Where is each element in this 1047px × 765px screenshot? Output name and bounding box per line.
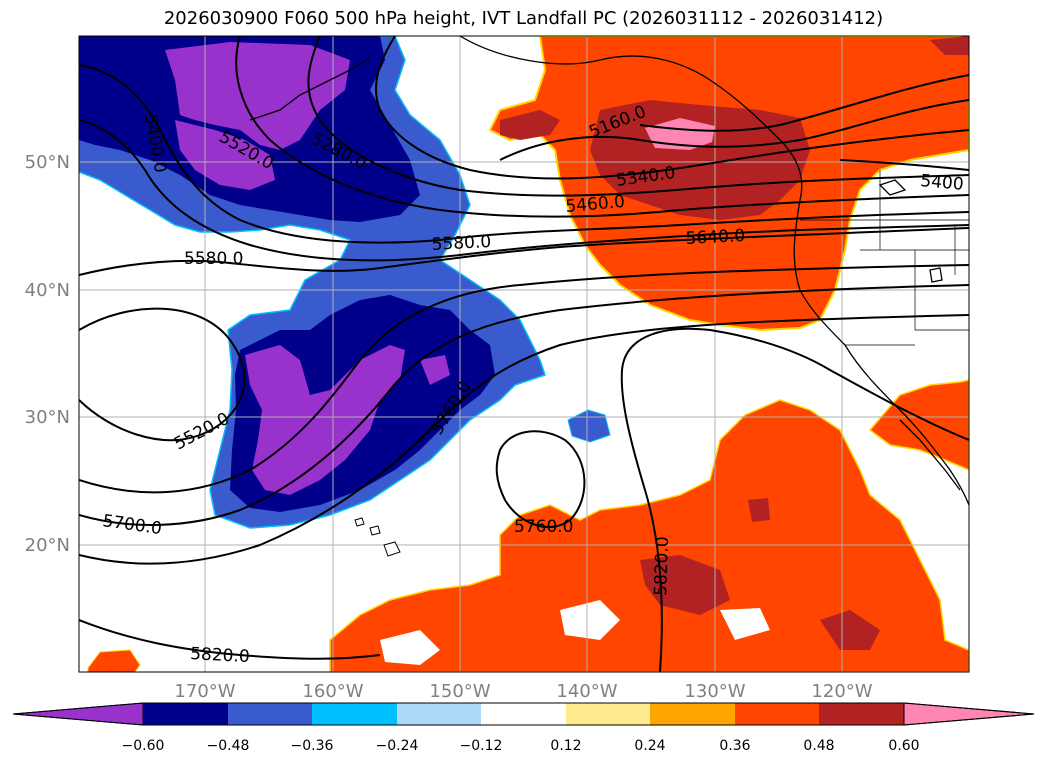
colorbar-tick-label: −0.60	[122, 738, 165, 754]
colorbar-swatch	[481, 703, 566, 725]
lon-label: 140°W	[556, 681, 617, 702]
height-contours	[79, 36, 969, 672]
contour-label: 5760.0	[514, 517, 573, 537]
colorbar-swatch	[735, 703, 819, 725]
colorbar-swatch	[397, 703, 481, 725]
colorbar-swatch	[650, 703, 735, 725]
lon-label: 120°W	[811, 681, 872, 702]
colorbar-tick-label: −0.24	[376, 738, 419, 754]
colorbar-min-extension	[12, 702, 144, 726]
colorbar-swatch	[312, 703, 397, 725]
latitude-labels: 50°N 40°N 30°N 20°N	[25, 152, 70, 556]
positive-anomaly-northeast	[488, 36, 969, 332]
colorbar-tick-label: 0.36	[719, 738, 750, 754]
plot-frame	[78, 35, 970, 673]
colorbar-tick-label: −0.12	[460, 738, 503, 754]
colorbar: −0.60 −0.48 −0.36 −0.24 −0.12 0.12 0.24 …	[12, 702, 1035, 754]
contour-label: 5580.0	[431, 232, 491, 255]
lat-label: 50°N	[25, 152, 70, 173]
colorbar-max-extension	[903, 702, 1035, 726]
colorbar-tick-label: 0.60	[888, 738, 919, 754]
positive-anomaly-southeast	[87, 379, 969, 672]
gridlines	[79, 36, 969, 672]
political-borders	[800, 170, 969, 346]
contour-label: 5820.0	[190, 644, 250, 667]
lon-label: 130°W	[684, 681, 745, 702]
colorbar-ticks: −0.60 −0.48 −0.36 −0.24 −0.12 0.12 0.24 …	[122, 738, 920, 754]
colorbar-swatch	[143, 703, 228, 725]
colorbar-tick-label: −0.36	[291, 738, 334, 754]
colorbar-tick-label: −0.48	[207, 738, 250, 754]
contour-label: 5820.0	[651, 536, 673, 596]
lon-label: 170°W	[174, 681, 235, 702]
longitude-labels: 170°W 160°W 150°W 140°W 130°W 120°W	[174, 681, 872, 702]
colorbar-swatch	[228, 703, 312, 725]
map-title: 2026030900 F060 500 hPa height, IVT Land…	[163, 8, 884, 29]
negative-anomaly-region	[79, 36, 611, 529]
contour-label: 5580.0	[184, 249, 243, 269]
colorbar-tick-label: 0.12	[550, 738, 581, 754]
contour-label: 5400	[920, 171, 965, 195]
contour-label: 5640.0	[685, 226, 745, 249]
colorbar-tick-label: 0.24	[634, 738, 665, 754]
lat-label: 20°N	[25, 535, 70, 556]
hawaii-islands	[354, 517, 401, 557]
lon-label: 160°W	[302, 681, 363, 702]
coastlines	[249, 36, 969, 506]
lat-label: 40°N	[25, 280, 70, 301]
colorbar-tick-label: 0.48	[803, 738, 834, 754]
lat-label: 30°N	[25, 407, 70, 428]
lon-label: 150°W	[429, 681, 490, 702]
colorbar-swatch	[819, 703, 904, 725]
colorbar-swatch	[566, 703, 650, 725]
